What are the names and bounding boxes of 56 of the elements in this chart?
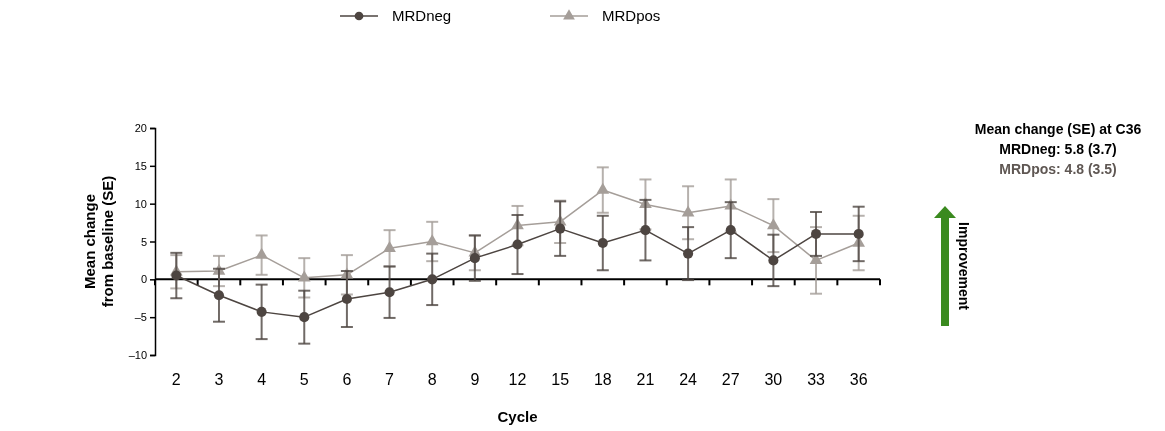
x-tick-label: 15 [551,371,570,388]
y-tick-label: –10 [128,349,147,362]
x-tick-label: 24 [679,371,698,388]
point [213,290,225,301]
y-tick-label: 15 [134,159,147,172]
point [767,218,780,230]
text: MRDpos: 4.8 (3.5) [999,161,1117,177]
x-tick-label: 4 [257,371,267,388]
legend-label: MRDneg [392,7,452,24]
point [683,248,694,259]
point [256,306,267,317]
point [640,225,651,236]
point [297,270,311,282]
y-tick-label: –5 [134,311,147,324]
y-tick-label: 10 [134,197,147,210]
point [384,287,395,298]
point [299,312,310,323]
x-tick-label: 2 [171,371,181,388]
x-tick-label: 18 [593,371,612,388]
x-axis-title: Cycle [497,408,538,425]
y-tick-label: 0 [140,273,147,286]
x-tick-label: 3 [214,371,224,388]
point [810,228,822,239]
point [469,253,480,264]
y-tick-label: 20 [134,122,147,135]
point [768,255,779,266]
point [597,237,608,249]
point [853,228,864,239]
point [681,205,695,217]
x-tick-label: 12 [508,371,527,388]
x-tick-label: 6 [342,371,352,388]
y-axis-title: Mean change from baseline (SE) [81,175,116,308]
legend-label: MRDpos [602,7,661,24]
x-tick-label: 21 [636,371,655,388]
x-tick-label: 9 [470,371,480,388]
x-tick-label: 33 [807,371,826,388]
point [512,239,523,250]
point [725,225,736,236]
point [425,234,439,246]
point [171,270,182,281]
point [427,274,438,285]
y-tick-label: 5 [140,235,147,248]
x-tick-label: 36 [849,371,868,388]
point [596,182,610,194]
text: Mean change (SE) at C36 [974,121,1142,137]
text: Improvement [956,222,972,311]
x-tick-label: 8 [427,371,437,388]
point [341,293,352,305]
x-tick-label: 5 [299,371,309,388]
text: MRDneg: 5.8 (3.7) [999,141,1117,157]
point [555,223,566,234]
x-tick-label: 27 [721,371,740,388]
point [383,240,396,252]
x-tick-label: 30 [764,371,783,388]
point [255,247,268,259]
x-tick-label: 7 [385,371,395,388]
